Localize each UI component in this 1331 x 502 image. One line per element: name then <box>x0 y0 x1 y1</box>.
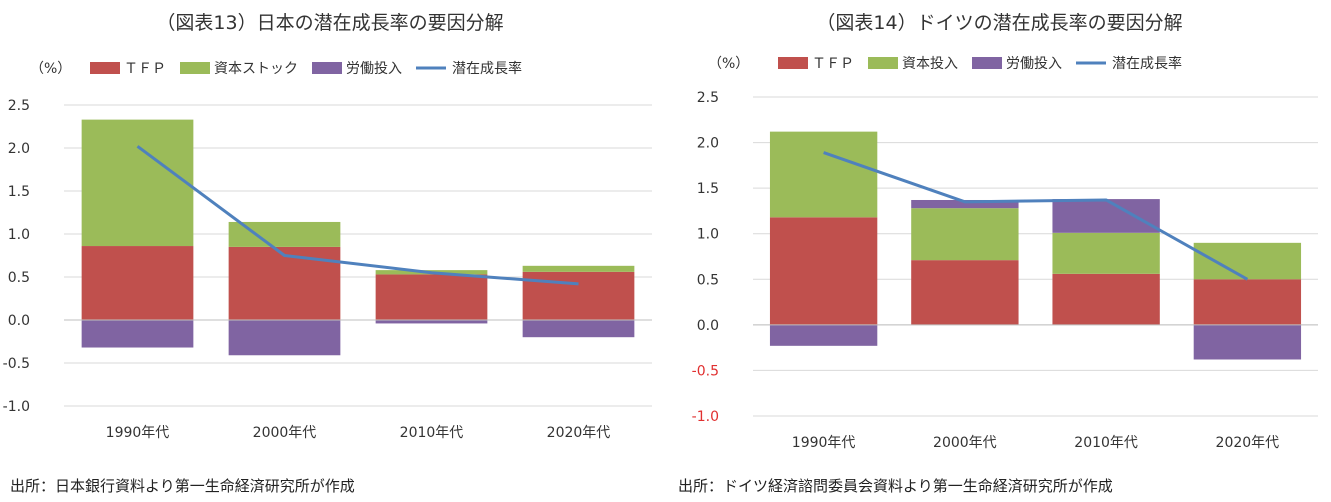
chart-panel-japan: （図表13）日本の潜在成長率の要因分解 （%） ＴＦＰ 資本ストック 労働投入 潜在成長… <box>0 0 660 502</box>
bar-segment <box>228 320 341 356</box>
y-tick-label: -0.5 <box>692 363 719 379</box>
bar-segment <box>1052 232 1160 274</box>
y-tick-label: 2.0 <box>8 141 30 157</box>
unit-label: （%） <box>30 61 71 77</box>
y-tick-label: -1.0 <box>3 399 30 415</box>
bar-segment <box>522 320 635 338</box>
y-tick-label: 0.5 <box>8 270 30 286</box>
bar-segment <box>228 246 341 320</box>
x-tick-label: 1990年代 <box>106 425 170 441</box>
bar-segment <box>522 265 635 272</box>
chart-title: （図表13）日本の潜在成長率の要因分解 <box>156 12 504 34</box>
y-tick-label: 2.5 <box>697 90 719 106</box>
bar-segment <box>375 320 488 324</box>
chart-germany: （%） ＴＦＰ 資本投入 労働投入 潜在成長率 2.5 2.0 1.5 1.0 0.5 0.0 -0.… <box>692 55 1318 451</box>
x-tick-label: 2010年代 <box>1074 435 1138 451</box>
legend-swatch <box>868 57 898 69</box>
x-tick-label: 2020年代 <box>1216 435 1280 451</box>
bar-segment <box>769 324 878 346</box>
series-line <box>136 145 579 286</box>
legend-label: ＴＦＰ <box>124 61 166 77</box>
source-note: 出所：日本銀行資料より第一生命経済研究所が作成 <box>10 477 355 495</box>
bar-segment <box>911 208 1019 261</box>
y-tick-label: 0.0 <box>8 313 30 329</box>
chart-title: （図表14）ドイツの潜在成長率の要因分解 <box>816 12 1183 34</box>
x-tick-label: 2000年代 <box>933 435 997 451</box>
y-tick-label: 2.5 <box>8 98 30 114</box>
bar-segment <box>81 320 194 348</box>
chart-japan: （%） ＴＦＰ 資本ストック 労働投入 潜在成長率 2.5 2.0 1.5 1.0 0.5 0.0 -… <box>3 60 652 441</box>
x-tick-label: 2020年代 <box>547 425 611 441</box>
legend-label: 潜在成長率 <box>1112 55 1182 72</box>
bar-segment <box>1193 279 1302 325</box>
y-tick-label: 1.0 <box>8 227 30 243</box>
y-tick-label: 0.0 <box>697 318 719 334</box>
bar-segment <box>769 131 878 218</box>
y-tick-label: -0.5 <box>3 356 30 372</box>
x-tick-label: 2000年代 <box>253 425 317 441</box>
y-tick-label: 1.5 <box>697 181 719 197</box>
legend-label: 労働投入 <box>346 61 402 77</box>
bar-segment <box>1052 273 1160 325</box>
x-tick-label: 2010年代 <box>400 425 464 441</box>
y-tick-label: -1.0 <box>692 409 719 425</box>
bar-segment <box>769 217 878 325</box>
legend-swatch <box>90 62 120 74</box>
source-note: 出所：ドイツ経済諮問委員会資料より第一生命経済研究所が作成 <box>678 477 1113 495</box>
legend-swatch <box>312 62 342 74</box>
bar-segment <box>911 260 1019 325</box>
y-tick-label: 1.0 <box>697 227 719 243</box>
legend-label: 潜在成長率 <box>452 60 522 77</box>
legend-label: ＴＦＰ <box>812 56 854 72</box>
y-tick-label: 1.5 <box>8 184 30 200</box>
unit-label: （%） <box>708 56 749 72</box>
legend-label: 資本投入 <box>902 56 958 72</box>
bar-segment <box>1052 199 1160 233</box>
chart-panel-germany: （図表14）ドイツの潜在成長率の要因分解 （%） ＴＦＰ 資本投入 労働投入 潜在成長率… <box>668 0 1331 502</box>
legend-label: 労働投入 <box>1006 56 1062 72</box>
bar-segment <box>1193 242 1302 280</box>
legend-swatch <box>972 57 1002 69</box>
legend-swatch <box>778 57 808 69</box>
y-tick-label: 2.0 <box>697 136 719 152</box>
bar-segment <box>81 246 194 320</box>
bar-segment <box>911 199 1019 209</box>
bar-segment <box>81 119 194 247</box>
bar-segment <box>375 274 488 320</box>
series-line <box>823 151 1249 281</box>
x-tick-label: 1990年代 <box>792 435 856 451</box>
y-tick-label: 0.5 <box>697 272 719 288</box>
legend-label: 資本ストック <box>214 61 298 77</box>
bar-segment <box>522 271 635 320</box>
bar-segment <box>1193 324 1302 360</box>
legend-swatch <box>180 62 210 74</box>
